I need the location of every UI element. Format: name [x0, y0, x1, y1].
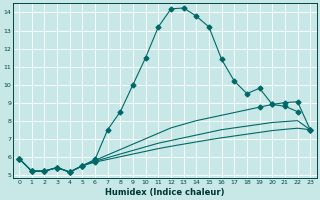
X-axis label: Humidex (Indice chaleur): Humidex (Indice chaleur) — [105, 188, 224, 197]
